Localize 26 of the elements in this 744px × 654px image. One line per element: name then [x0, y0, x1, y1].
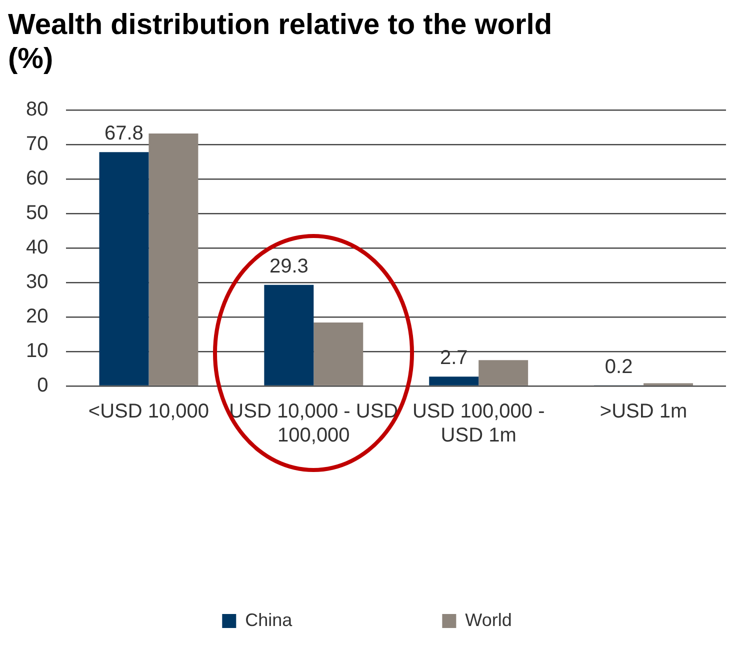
bar [148, 133, 198, 386]
y-tick-label: 60 [26, 168, 48, 190]
y-tick-label: 30 [26, 271, 48, 294]
y-tick-label: 50 [26, 202, 48, 224]
bar [99, 152, 149, 386]
bar [264, 284, 314, 386]
data-label: 0.2 [604, 356, 633, 378]
data-label: 29.3 [269, 255, 308, 278]
chart-title: Wealth distribution relative to the world (%) [8, 8, 554, 76]
y-tick-label: 80 [26, 98, 48, 121]
y-tick-label: 70 [26, 133, 48, 156]
data-label: 67.8 [104, 122, 144, 145]
x-tick-label: USD 10,000 - USD 100,000 [229, 400, 398, 447]
y-tick-label: 0 [37, 374, 48, 397]
bar [314, 322, 364, 386]
bar [429, 376, 479, 386]
bar [478, 360, 528, 386]
data-label: 2.7 [440, 347, 468, 370]
y-tick-label: 40 [26, 236, 48, 259]
y-tick-label: 20 [26, 306, 48, 328]
legend-label: World [465, 610, 512, 630]
x-tick-label: <USD 10,000 [88, 400, 210, 423]
legend-label: China [245, 610, 294, 630]
x-tick-label: >USD 1m [600, 400, 688, 423]
x-tick-label: USD 100,000 - USD 1m [412, 400, 545, 447]
y-tick-label: 10 [26, 340, 48, 362]
